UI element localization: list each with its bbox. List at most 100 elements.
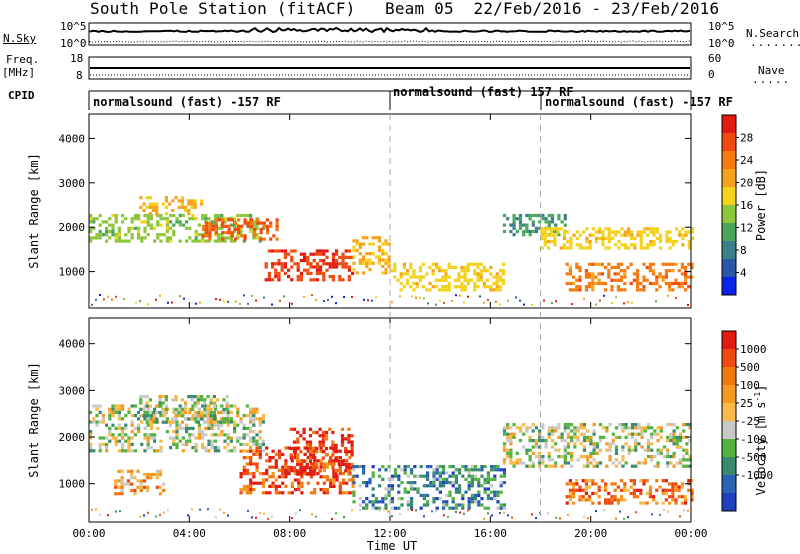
ground-scatter-cell <box>627 301 629 303</box>
ground-scatter-cell <box>543 299 545 302</box>
scatter-cell <box>161 407 165 411</box>
colorbar-segment <box>722 133 736 152</box>
scatter-cell <box>474 477 478 481</box>
scatter-cell <box>239 442 243 446</box>
scatter-cell <box>172 442 176 446</box>
ground-scatter-cell <box>455 294 457 297</box>
scatter-cell <box>594 281 598 286</box>
scatter-cell <box>576 426 580 430</box>
scatter-cell <box>397 477 401 481</box>
scatter-cell <box>634 464 638 468</box>
ground-scatter-cell <box>239 302 241 305</box>
scatter-cell <box>690 491 694 496</box>
scatter-cell <box>639 230 643 234</box>
scatter-cell <box>502 461 507 465</box>
scatter-cell <box>557 423 561 427</box>
scatter-cell <box>319 449 323 453</box>
scatter-cell <box>607 501 611 505</box>
scatter-cell <box>169 423 173 427</box>
scatter-cell <box>162 414 166 418</box>
scatter-cell <box>255 449 259 453</box>
scatter-cell <box>547 213 551 218</box>
scatter-cell <box>206 414 210 418</box>
scatter-cell <box>538 432 542 436</box>
scatter-cell <box>655 275 659 279</box>
scatter-cell <box>172 410 176 414</box>
scatter-cell <box>422 474 426 478</box>
scatter-cell <box>293 456 298 460</box>
scatter-cell <box>636 281 640 286</box>
scatter-cell <box>464 468 468 472</box>
scatter-cell <box>139 398 143 402</box>
scatter-cell <box>630 423 635 427</box>
scatter-cell <box>184 401 188 405</box>
scatter-cell <box>649 240 653 244</box>
scatter-cell <box>410 500 414 504</box>
scatter-cell <box>168 420 172 424</box>
scatter-cell <box>594 236 599 240</box>
scatter-cell <box>550 227 554 231</box>
scatter-cell <box>299 278 303 282</box>
scatter-cell <box>191 239 195 243</box>
scatter-cell <box>249 229 253 234</box>
scatter-cell <box>290 255 294 259</box>
scatter-cell <box>220 239 224 243</box>
scatter-cell <box>149 217 153 221</box>
scatter-cell <box>249 426 253 430</box>
scatter-cell <box>280 249 284 253</box>
scatter-cell <box>668 269 672 273</box>
scatter-cell <box>194 239 198 243</box>
scatter-cell <box>566 442 571 446</box>
scatter-cell <box>645 265 649 270</box>
scatter-cell <box>412 275 416 279</box>
scatter-cell <box>148 404 152 408</box>
scatter-cell <box>277 484 282 488</box>
scatter-cell <box>605 464 609 468</box>
scatter-cell <box>473 262 477 266</box>
scatter-cell <box>643 461 647 465</box>
scatter-cell <box>261 442 265 446</box>
scatter-cell <box>221 237 225 241</box>
scatter-cell <box>447 288 451 292</box>
scatter-cell <box>355 239 359 243</box>
scatter-cell <box>659 435 663 439</box>
scatter-cell <box>613 495 617 499</box>
scatter-cell <box>586 429 590 433</box>
scatter-cell <box>374 506 378 510</box>
ground-scatter-cell <box>507 299 509 302</box>
scatter-cell <box>217 233 221 237</box>
scatter-cell <box>541 423 545 427</box>
scatter-cell <box>413 474 417 478</box>
scatter-cell <box>275 227 279 232</box>
scatter-cell <box>325 268 329 272</box>
scatter-cell <box>328 262 332 266</box>
scatter-cell <box>237 224 241 228</box>
scatter-cell <box>155 202 159 206</box>
scatter-cell <box>627 448 631 452</box>
scatter-cell <box>557 435 561 439</box>
scatter-cell <box>319 271 323 275</box>
scatter-cell <box>352 500 356 504</box>
scatter-cell <box>92 420 96 424</box>
scatter-cell <box>470 497 474 501</box>
ground-scatter-cell <box>183 297 185 300</box>
scatter-cell <box>649 227 653 231</box>
scatter-cell <box>460 265 464 270</box>
scatter-cell <box>114 442 118 446</box>
scatter-cell <box>130 482 134 486</box>
scatter-cell <box>585 240 589 244</box>
scatter-cell <box>206 417 210 421</box>
scatter-cell <box>178 239 182 243</box>
scatter-cell <box>230 218 234 222</box>
scatter-cell <box>130 469 134 473</box>
scatter-cell <box>146 417 150 421</box>
scatter-cell <box>652 243 656 247</box>
scatter-cell <box>531 464 535 468</box>
scatter-cell <box>413 465 417 469</box>
scatter-cell <box>338 449 342 453</box>
scatter-cell <box>117 439 121 443</box>
scatter-cell <box>261 484 266 488</box>
scatter-cell <box>114 239 118 243</box>
scatter-cell <box>540 246 544 250</box>
scatter-cell <box>335 478 339 482</box>
